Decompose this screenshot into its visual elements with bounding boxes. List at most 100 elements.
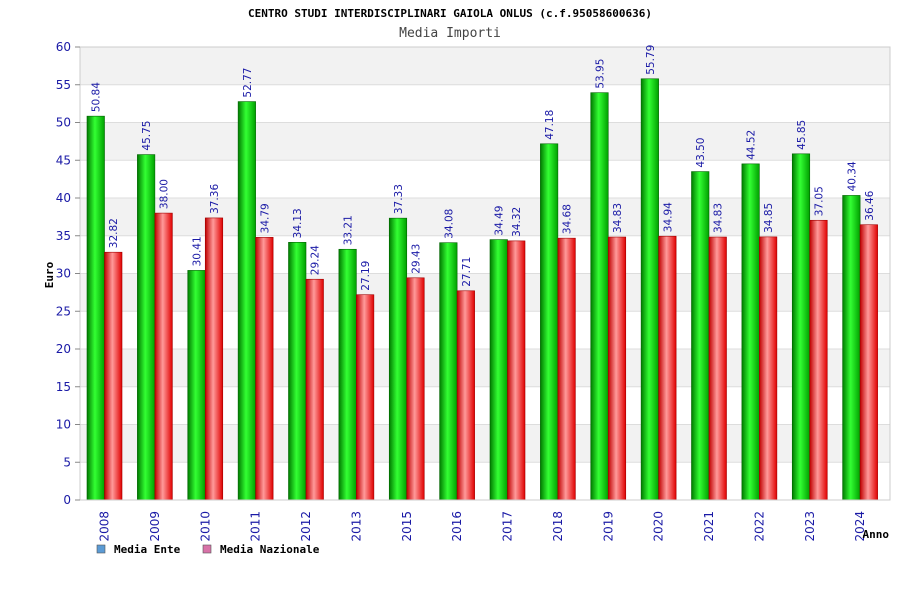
data-label: 34.13 [292,208,304,238]
bar-media-ente [540,143,559,501]
data-label: 34.68 [562,204,574,234]
x-tick-label: 2022 [752,511,766,542]
data-label: 34.08 [443,209,455,239]
bar-media-ente [137,154,156,501]
legend-label: Media Ente [114,543,181,556]
data-label: 37.36 [209,184,221,214]
x-tick-label: 2024 [853,511,867,542]
bar-media-nazionale [154,212,173,501]
bar-media-ente [86,115,105,501]
x-tick-label: 2021 [702,511,716,542]
data-label: 52.77 [242,68,254,98]
bar-media-nazionale [607,236,627,501]
x-axis-label: Anno [863,528,890,541]
bar-media-ente [791,153,811,501]
bar-media-ente [489,239,508,501]
y-tick-label: 45 [56,153,71,167]
data-label: 34.85 [763,203,775,233]
bar-media-nazionale [305,278,324,501]
bar-media-nazionale [507,240,526,501]
x-tick-label: 2020 [652,511,666,542]
bar-media-ente [338,248,357,501]
data-labels: 50.84 32.82 45.75 38.00 30.41 37.36 52.77 34.79… [91,45,876,291]
data-label: 47.18 [544,110,556,140]
x-tick-label: 2010 [198,511,212,542]
bar-media-nazionale [406,277,425,501]
y-tick-label: 35 [56,229,71,243]
y-axis-ticks: 0 5 10 15 20 25 30 35 40 45 50 55 60 [56,40,80,507]
y-axis-label: Euro [43,261,56,288]
data-label: 44.52 [746,130,758,160]
bar-media-ente [842,195,861,501]
bar-media-nazionale [104,251,123,501]
y-tick-label: 15 [56,380,71,394]
data-label: 34.49 [494,206,506,236]
data-label: 34.83 [612,203,624,233]
bar-media-ente [590,92,609,501]
data-label: 34.79 [259,203,271,233]
grid-band [80,122,890,161]
y-tick-label: 60 [56,40,71,54]
data-label: 45.75 [141,121,153,151]
y-tick-label: 50 [56,116,71,130]
data-label: 36.46 [864,190,876,220]
x-tick-label: 2023 [803,511,817,542]
x-tick-label: 2015 [400,511,414,542]
data-label: 37.05 [814,186,826,216]
data-label: 29.43 [411,244,423,274]
y-tick-label: 40 [56,191,71,205]
data-label: 27.71 [461,257,473,287]
data-label: 40.34 [846,161,858,191]
x-tick-label: 2016 [450,511,464,542]
y-tick-label: 25 [56,304,71,318]
data-label: 29.24 [310,245,322,275]
bar-media-ente [388,217,408,501]
data-label: 45.85 [796,120,808,150]
x-tick-label: 2011 [249,511,263,542]
bar-media-nazionale [658,235,677,501]
x-tick-label: 2013 [349,511,363,542]
bar-media-nazionale [255,237,274,501]
bar-media-nazionale [708,236,727,501]
data-label: 34.32 [511,207,523,237]
legend-swatch [202,544,212,554]
grid-band [80,47,890,85]
data-label: 53.95 [595,59,607,89]
bar-media-nazionale [204,217,224,501]
data-label: 33.21 [343,215,355,245]
legend-swatch [96,544,106,554]
x-axis-ticks: 2008 2009 2010 2011 2012 2013 2015 2016 2017 2018… [98,511,868,542]
data-label: 34.94 [662,202,674,232]
x-tick-label: 2019 [601,511,615,542]
data-label: 30.41 [192,236,204,266]
y-tick-label: 30 [56,267,71,281]
bar-media-ente [288,242,307,501]
data-label: 37.33 [393,184,405,214]
legend-label: Media Nazionale [220,543,320,556]
data-label: 34.83 [713,203,725,233]
chart-subtitle: Media Importi [399,26,501,41]
x-tick-label: 2012 [299,511,313,542]
y-tick-label: 55 [56,78,71,92]
x-tick-label: 2008 [98,511,112,542]
chart-title: CENTRO STUDI INTERDISCIPLINARI GAIOLA ON… [248,7,652,20]
data-label: 55.79 [645,45,657,75]
bar-media-nazionale [859,224,878,501]
bar-media-nazionale [809,219,828,501]
y-tick-label: 0 [63,493,71,507]
bar-media-ente [741,163,760,501]
x-tick-label: 2017 [501,511,515,542]
bar-media-nazionale [557,237,576,501]
y-tick-label: 20 [56,342,71,356]
data-label: 50.84 [91,82,103,112]
y-tick-label: 5 [63,455,71,469]
legend: Media Ente Media Nazionale [96,543,320,556]
bars-layer [86,78,878,501]
data-label: 27.19 [360,261,372,291]
bar-media-ente [439,242,458,501]
x-tick-label: 2009 [148,511,162,542]
y-tick-label: 10 [56,418,71,432]
bar-media-ente [187,270,206,501]
bar-media-nazionale [759,236,778,501]
